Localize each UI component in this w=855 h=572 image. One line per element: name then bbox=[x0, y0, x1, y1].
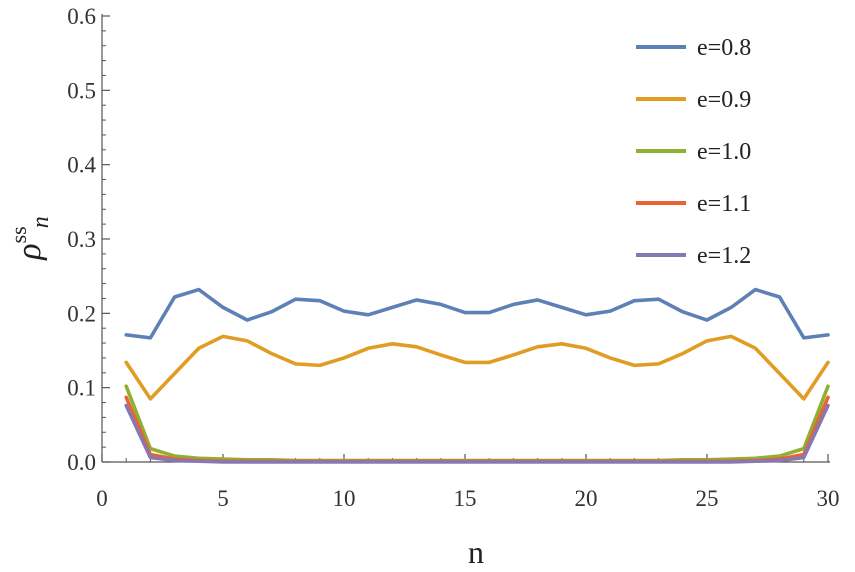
y-tick-label: 0.2 bbox=[67, 301, 96, 326]
y-axis-title-base: ρ bbox=[11, 243, 48, 260]
axes: 0 5 10 15 20 25 30 0.0 0.1 0.2 0.3 0.4 0.5 0.6 bbox=[67, 4, 839, 511]
legend-label: e=1.0 bbox=[697, 139, 751, 165]
y-axis-title-superscript: ss bbox=[6, 226, 31, 243]
legend: e=0.8 e=0.9 e=1.0 e=1.1 e=1.2 bbox=[636, 35, 751, 269]
series-line bbox=[124, 395, 830, 464]
legend-label: e=1.2 bbox=[697, 243, 751, 269]
series-line bbox=[124, 287, 830, 340]
series-e=0.9 bbox=[124, 334, 830, 401]
y-tick-label: 0.6 bbox=[67, 4, 96, 29]
y-axis-title: ρssn bbox=[6, 216, 54, 260]
series-e=0.8 bbox=[124, 287, 830, 340]
x-tick-label: 30 bbox=[817, 486, 840, 511]
x-tick-label: 10 bbox=[333, 486, 356, 511]
series-line bbox=[124, 403, 830, 464]
x-tick-label: 20 bbox=[575, 486, 598, 511]
y-axis-title-subscript: n bbox=[28, 216, 54, 228]
legend-label: e=1.1 bbox=[697, 191, 751, 217]
y-tick-label: 0.0 bbox=[67, 450, 96, 475]
legend-item: e=1.1 bbox=[636, 191, 751, 217]
series-e=1.0 bbox=[124, 384, 830, 463]
y-tick-label: 0.4 bbox=[67, 153, 96, 178]
y-tick-label: 0.3 bbox=[67, 227, 96, 252]
x-tick-label: 0 bbox=[96, 486, 108, 511]
legend-item: e=0.9 bbox=[636, 87, 751, 113]
series-line bbox=[124, 384, 830, 463]
x-tick-label: 25 bbox=[696, 486, 719, 511]
series-e=1.1 bbox=[124, 395, 830, 464]
y-tick-label: 0.5 bbox=[67, 78, 96, 103]
legend-item: e=1.0 bbox=[636, 139, 751, 165]
x-axis-title: n bbox=[468, 534, 484, 570]
series-layer bbox=[124, 287, 830, 464]
series-line bbox=[124, 334, 830, 401]
legend-label: e=0.8 bbox=[697, 35, 751, 61]
series-e=1.2 bbox=[124, 403, 830, 464]
x-tick-label: 5 bbox=[217, 486, 229, 511]
legend-item: e=0.8 bbox=[636, 35, 751, 61]
y-tick-label: 0.1 bbox=[67, 376, 96, 401]
x-tick-label: 15 bbox=[454, 486, 477, 511]
legend-item: e=1.2 bbox=[636, 243, 751, 269]
legend-label: e=0.9 bbox=[697, 87, 751, 113]
